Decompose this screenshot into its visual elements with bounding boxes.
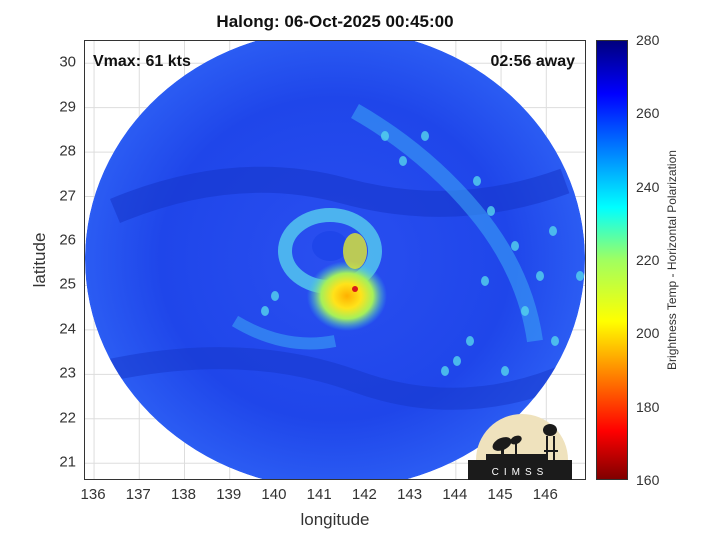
x-tick-label: 142 [351,486,377,503]
rain-band-2 [231,315,337,350]
y-tick-label: 30 [59,53,76,71]
away-label: 02:56 away [490,53,575,70]
cimss-logo: CIMSS [468,414,572,480]
convective-cell [473,176,481,186]
convective-cell [521,306,529,316]
convective-cell [481,276,489,286]
vmax-label: Vmax: 61 kts [93,53,191,70]
convective-cell [536,271,544,281]
y-tick-label: 28 [59,142,76,160]
dark-band-1 [110,166,570,224]
convective-cell [551,336,559,346]
convective-cell [261,306,269,316]
y-tick-label: 22 [59,409,76,427]
dark-band-2 [102,347,580,410]
convective-cell [399,156,407,166]
y-tick-label: 27 [59,187,76,205]
microwave-swath [85,41,585,479]
y-tick-label: 26 [59,231,76,249]
x-tick-label: 141 [306,486,332,503]
x-tick-label: 143 [397,486,423,503]
x-tick-label: 136 [80,486,106,503]
x-tick-label: 138 [170,486,196,503]
convective-cell [453,356,461,366]
core-spot-1 [343,233,367,269]
core-hotspot [352,286,358,292]
plot-area: Vmax: 61 kts 02:56 away [84,40,586,480]
scattered-cells [261,131,584,376]
convective-cell [381,131,389,141]
colorbar-tick-label: 260 [636,105,660,122]
y-tick-label: 29 [59,98,76,116]
colorbar-tick-label: 240 [636,178,660,195]
colorbar-tick-label: 220 [636,252,660,268]
rain-band-1 [351,104,543,343]
colorbar [596,40,628,480]
convective-cell [466,336,474,346]
y-tick-label: 25 [59,275,76,293]
logo-text: CIMSS [492,467,549,478]
plot-title: Halong: 06-Oct-2025 00:45:00 [216,12,454,31]
convective-cell [421,131,429,141]
convective-cell [271,291,279,301]
x-axis-label: longitude [300,510,370,529]
convective-cell [487,206,495,216]
y-tick-label: 21 [59,453,76,471]
colorbar-tick-label: 180 [636,398,660,415]
x-tick-label: 144 [442,486,468,503]
y-axis-label: latitude [30,232,49,288]
convective-cell [511,241,519,251]
colorbar-tick-label: 280 [636,32,660,48]
convective-cell [549,226,557,236]
convective-cell [441,366,449,376]
convective-cell [501,366,509,376]
x-tick-label: 145 [487,486,513,503]
y-tick-label: 24 [59,320,76,338]
colorbar-tick-label: 200 [636,325,660,342]
convective-core [307,261,387,331]
convective-cell [576,271,584,281]
x-tick-label: 146 [532,486,558,503]
eye [312,231,348,261]
plot-svg [85,41,585,479]
x-tick-label: 137 [125,486,151,503]
colorbar-tick-label: 160 [636,472,660,488]
x-tick-label: 139 [216,486,242,503]
x-tick-label: 140 [261,486,287,503]
y-tick-label: 23 [59,364,76,382]
colorbar-label: Brightness Temp - Horizontal Polarizatio… [665,150,679,370]
